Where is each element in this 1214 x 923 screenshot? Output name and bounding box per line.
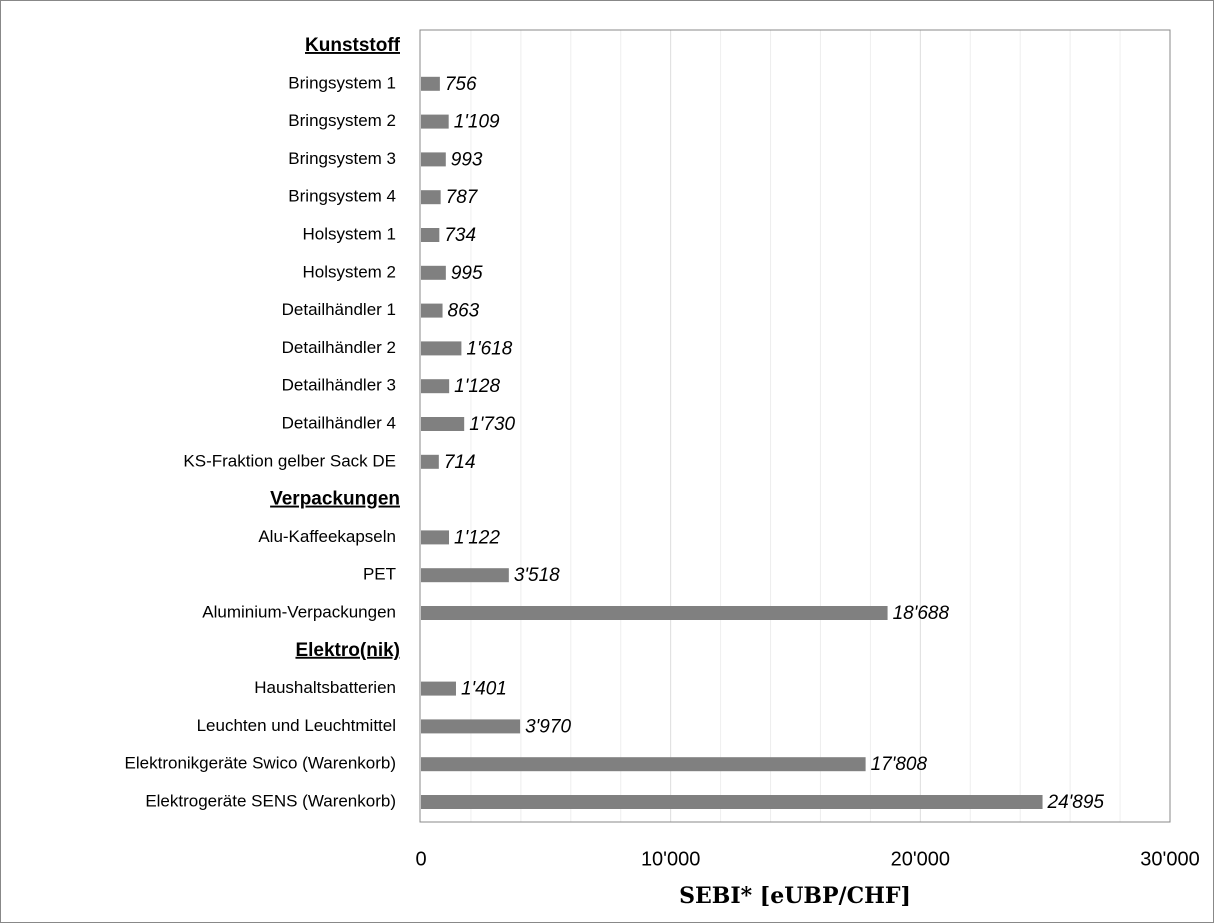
bar — [421, 265, 446, 280]
group-header: Kunststoff — [305, 35, 401, 56]
bar — [421, 757, 866, 772]
value-label: 18'688 — [893, 603, 950, 624]
bar — [421, 152, 446, 167]
value-label: 1'122 — [454, 527, 500, 548]
group-header: Elektro(nik) — [295, 640, 400, 661]
plot-area — [419, 29, 1171, 823]
value-label: 995 — [451, 263, 483, 284]
bar — [421, 228, 440, 242]
value-label: 3'518 — [514, 565, 560, 586]
y-tick-label: KS-Fraktion gelber Sack DE — [183, 451, 396, 470]
bar — [421, 379, 450, 394]
bar — [421, 530, 450, 545]
bar — [421, 190, 441, 205]
bar — [421, 417, 465, 431]
y-tick-label: Leuchten und Leuchtmittel — [197, 716, 396, 735]
y-tick-label: Bringsystem 4 — [288, 187, 396, 206]
y-tick-label: Bringsystem 3 — [288, 149, 396, 168]
x-axis-title: SEBI* [eUBP/CHF] — [679, 883, 911, 909]
y-tick-label: Elektronikgeräte Swico (Warenkorb) — [125, 754, 396, 773]
value-label: 1'109 — [454, 112, 500, 133]
value-label: 17'808 — [871, 754, 928, 775]
value-label: 787 — [446, 187, 479, 208]
bar — [421, 606, 888, 620]
value-label: 863 — [448, 301, 480, 322]
y-tick-label: Holsystem 2 — [302, 262, 396, 281]
bar — [421, 681, 456, 696]
y-tick-label: Detailhändler 1 — [282, 300, 396, 319]
bar — [421, 795, 1043, 809]
y-tick-label: Bringsystem 2 — [288, 111, 396, 130]
bar — [421, 76, 440, 91]
y-tick-label: Aluminium-Verpackungen — [202, 602, 396, 621]
y-tick-label: Detailhändler 2 — [282, 338, 396, 357]
value-label: 714 — [444, 452, 476, 473]
bar — [421, 303, 443, 318]
y-tick-label: Bringsystem 1 — [288, 73, 396, 92]
value-label: 1'618 — [466, 338, 512, 359]
bar — [421, 114, 449, 129]
x-tick-label: 0 — [415, 848, 426, 870]
y-tick-label: Haushaltsbatterien — [254, 678, 396, 697]
x-tick-label: 30'000 — [1140, 848, 1199, 870]
bar — [421, 568, 509, 583]
y-tick-label: Alu-Kaffeekapseln — [258, 527, 396, 546]
group-header: Verpackungen — [270, 489, 400, 510]
value-label: 756 — [445, 74, 477, 95]
y-tick-label: Detailhändler 4 — [282, 413, 396, 432]
y-tick-label: Holsystem 1 — [302, 224, 396, 243]
bar — [421, 341, 462, 356]
x-tick-label: 20'000 — [891, 848, 950, 870]
bar — [421, 719, 521, 734]
bar — [421, 454, 439, 469]
x-tick-label: 10'000 — [641, 848, 700, 870]
y-tick-label: Elektrogeräte SENS (Warenkorb) — [145, 791, 396, 810]
value-label: 1'128 — [454, 376, 500, 397]
value-label: 1'401 — [461, 679, 507, 700]
y-tick-label: PET — [363, 565, 396, 584]
value-label: 24'895 — [1047, 792, 1105, 813]
value-label: 3'970 — [525, 716, 571, 737]
value-label: 993 — [451, 149, 483, 170]
y-tick-label: Detailhändler 3 — [282, 376, 396, 395]
value-label: 1'730 — [469, 414, 515, 435]
value-label: 734 — [444, 225, 476, 246]
